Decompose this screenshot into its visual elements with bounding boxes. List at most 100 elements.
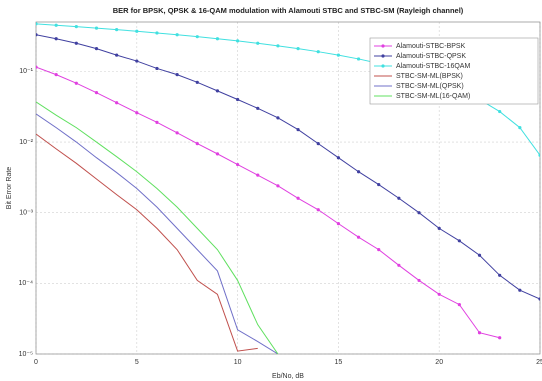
point — [336, 53, 340, 57]
legend-label: STBC-SM-ML(16-QAM) — [396, 93, 470, 100]
legend-marker — [381, 44, 385, 48]
point — [377, 182, 381, 187]
point — [397, 196, 401, 200]
point — [215, 152, 220, 156]
point — [135, 111, 139, 115]
point — [236, 97, 240, 102]
point — [437, 226, 441, 230]
x-tick-label: 20 — [435, 359, 443, 366]
point — [477, 331, 482, 335]
point — [336, 156, 340, 160]
point — [316, 50, 320, 54]
point — [195, 142, 199, 146]
point — [94, 26, 99, 30]
legend-marker — [381, 64, 385, 68]
point — [377, 248, 381, 252]
point — [54, 23, 58, 27]
point — [195, 35, 199, 39]
legend-label: Alamouti-STBC-16QAM — [396, 63, 470, 70]
point — [316, 142, 320, 146]
point — [195, 80, 199, 84]
x-tick-label: 15 — [335, 359, 343, 366]
y-axis-label: Bit Error Rate — [6, 167, 13, 210]
point — [74, 41, 78, 45]
point — [215, 37, 220, 41]
point — [155, 120, 159, 124]
point — [457, 303, 461, 307]
y-tick-label: 10⁻⁵ — [19, 351, 33, 358]
point — [236, 39, 240, 43]
x-axis-label: Eb/No, dB — [272, 373, 304, 380]
y-tick-label: 10⁻² — [19, 139, 33, 146]
point — [276, 116, 280, 120]
point — [356, 57, 361, 61]
series-line — [36, 66, 500, 339]
point — [215, 89, 220, 93]
point — [296, 47, 300, 51]
y-tick-label: 10⁻³ — [19, 210, 33, 217]
legend-label: STBC-SM-ML(BPSK) — [396, 73, 463, 80]
point — [115, 53, 119, 57]
y-tick-label: 10⁻⁴ — [19, 280, 34, 287]
point — [356, 170, 361, 174]
point — [498, 109, 502, 114]
point — [316, 208, 320, 212]
point — [135, 29, 139, 33]
point — [518, 288, 522, 292]
point — [437, 292, 441, 296]
point — [115, 28, 119, 32]
legend-label: Alamouti-STBC-BPSK — [396, 43, 466, 50]
point — [256, 41, 260, 45]
point — [236, 162, 240, 167]
legend-box — [369, 37, 539, 105]
point — [397, 263, 401, 267]
legend-label: Alamouti-STBC-QPSK — [396, 53, 466, 60]
point — [94, 47, 99, 51]
point — [538, 153, 540, 157]
point — [74, 81, 78, 85]
series-line — [36, 113, 279, 354]
chart-title: BER for BPSK, QPSK & 16-QAM modulation w… — [113, 6, 464, 15]
point — [498, 273, 502, 277]
x-tick-label: 0 — [34, 359, 38, 366]
point — [276, 44, 280, 48]
point — [36, 33, 38, 37]
series-line — [36, 34, 540, 300]
point — [74, 25, 78, 29]
point — [175, 73, 179, 77]
point — [36, 65, 38, 69]
point — [256, 173, 260, 177]
y-tick-label: 10⁻¹ — [19, 68, 33, 75]
point — [296, 196, 300, 200]
point — [256, 106, 260, 110]
point — [155, 66, 159, 71]
point — [54, 73, 58, 77]
point — [135, 59, 139, 63]
legend-marker — [381, 54, 385, 58]
point — [417, 211, 421, 215]
x-tick-label: 5 — [135, 359, 139, 366]
series-line — [36, 133, 258, 352]
point — [538, 297, 540, 301]
point — [356, 235, 361, 239]
x-tick-label: 10 — [234, 359, 242, 366]
point — [115, 101, 119, 105]
point — [175, 33, 179, 37]
point — [336, 222, 340, 226]
point — [94, 91, 99, 95]
point — [276, 184, 280, 188]
point — [296, 127, 300, 132]
point — [54, 37, 58, 41]
point — [175, 131, 179, 135]
point — [417, 278, 421, 283]
point — [518, 126, 522, 130]
legend-label: STBC-SM-ML(QPSK) — [396, 83, 464, 90]
plot-frame — [35, 21, 541, 355]
point — [155, 31, 159, 35]
series-line — [36, 101, 279, 354]
x-tick-label: 25 — [536, 359, 542, 366]
point — [477, 253, 482, 257]
point — [36, 22, 38, 26]
point — [457, 239, 461, 243]
